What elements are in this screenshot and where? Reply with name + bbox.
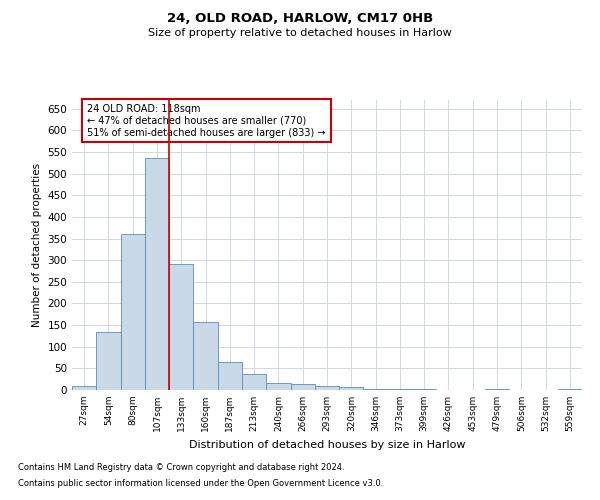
Bar [218,362,242,390]
Bar [315,386,339,390]
Bar [121,234,145,390]
Bar [364,388,388,390]
Bar [266,382,290,390]
Bar [193,322,218,390]
Y-axis label: Number of detached properties: Number of detached properties [32,163,42,327]
Bar [485,388,509,390]
Bar [558,388,582,390]
Text: Size of property relative to detached houses in Harlow: Size of property relative to detached ho… [148,28,452,38]
Bar [72,386,96,390]
X-axis label: Distribution of detached houses by size in Harlow: Distribution of detached houses by size … [189,440,465,450]
Bar [412,389,436,390]
Text: 24, OLD ROAD, HARLOW, CM17 0HB: 24, OLD ROAD, HARLOW, CM17 0HB [167,12,433,26]
Text: Contains HM Land Registry data © Crown copyright and database right 2024.: Contains HM Land Registry data © Crown c… [18,464,344,472]
Text: Contains public sector information licensed under the Open Government Licence v3: Contains public sector information licen… [18,478,383,488]
Bar [290,384,315,390]
Bar [96,332,121,390]
Bar [339,386,364,390]
Text: 24 OLD ROAD: 118sqm
← 47% of detached houses are smaller (770)
51% of semi-detac: 24 OLD ROAD: 118sqm ← 47% of detached ho… [88,104,326,138]
Bar [388,389,412,390]
Bar [169,264,193,390]
Bar [145,158,169,390]
Bar [242,374,266,390]
